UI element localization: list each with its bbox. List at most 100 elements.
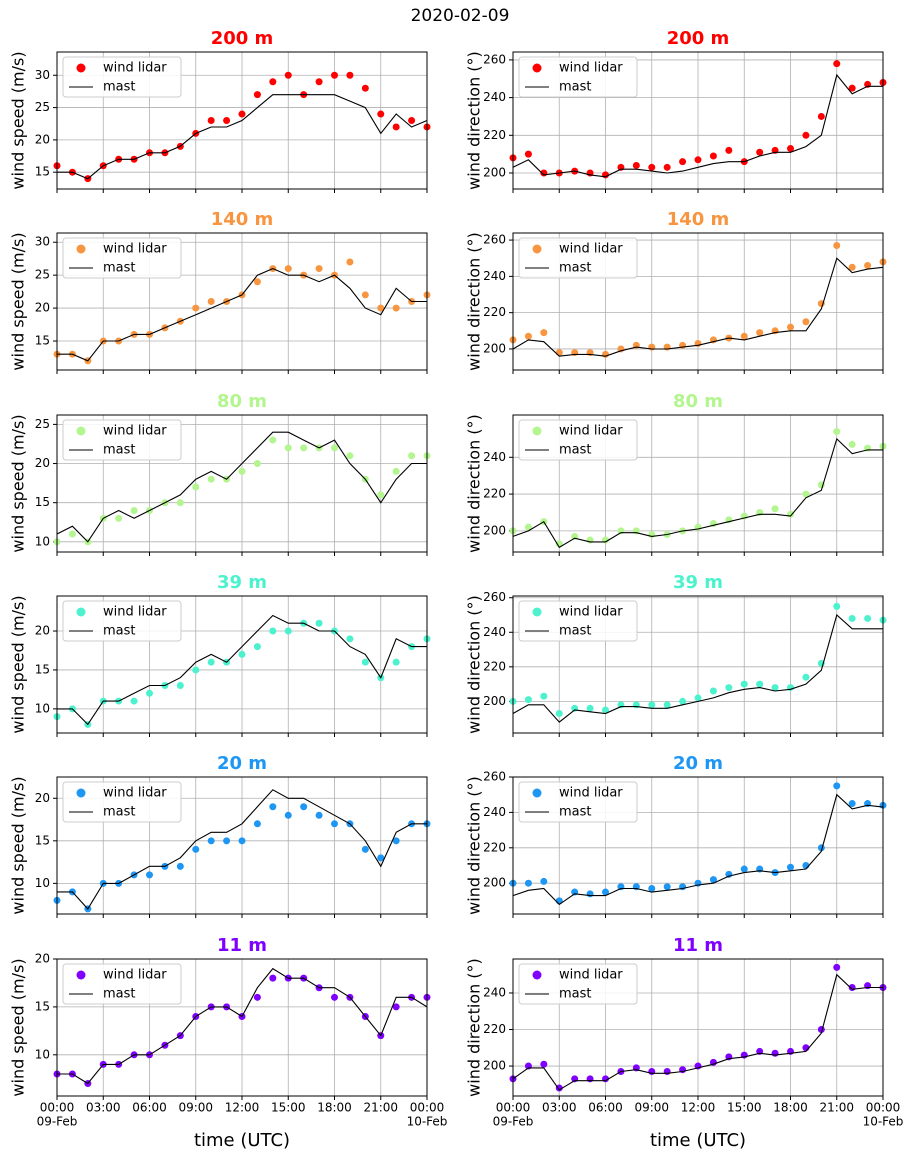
x-tick-label: 06:00: [588, 1101, 623, 1115]
lidar-point: [331, 993, 338, 1001]
mast-line: [512, 73, 883, 178]
lidar-point: [848, 800, 856, 808]
lidar-point: [346, 71, 354, 79]
lidar-point: [315, 78, 323, 86]
lidar-point: [361, 291, 369, 299]
lidar-point: [284, 265, 292, 273]
x-tick-label: 09:00: [178, 1101, 213, 1115]
lidar-point: [524, 696, 532, 704]
y-tick-label: 20: [35, 132, 50, 146]
mast-line: [57, 967, 428, 1085]
y-tick-label: 240: [483, 450, 506, 464]
lidar-point: [586, 890, 594, 898]
lidar-point: [848, 84, 856, 92]
legend-marker: [76, 788, 86, 798]
plot-frame: [56, 958, 428, 1097]
lidar-point: [361, 84, 369, 92]
lidar-point: [253, 643, 261, 651]
y-tick-label: 200: [483, 1059, 506, 1073]
lidar-point: [709, 687, 717, 695]
plot-frame: [56, 776, 428, 915]
lidar-point: [392, 304, 400, 312]
y-tick-label: 30: [35, 68, 50, 82]
lidar-point: [540, 1060, 548, 1068]
lidar-point: [115, 514, 123, 522]
plot-frame: [512, 51, 884, 190]
lidar-point: [392, 837, 400, 845]
plot-frame: [512, 958, 884, 1097]
lidar-point: [663, 343, 671, 351]
y-tick-label: 220: [483, 487, 506, 501]
legend-label: wind lidar: [103, 61, 167, 76]
lidar-point: [192, 666, 200, 674]
mast-line: [512, 973, 883, 1091]
y-tick-label: 15: [35, 495, 50, 509]
lidar-point: [238, 467, 246, 475]
y-tick-label: 20: [35, 791, 50, 805]
lidar-point: [740, 865, 748, 873]
y-tick-label: 25: [35, 100, 50, 114]
lidar-point: [648, 531, 656, 539]
y-tick-label: 10: [35, 1047, 50, 1061]
lidar-point: [648, 885, 656, 893]
plot-frame: [56, 232, 428, 371]
legend-label: wind lidar: [559, 242, 623, 257]
lidar-point: [207, 837, 215, 845]
panel-title: 20 m: [217, 753, 267, 774]
plot-frame: [512, 414, 884, 553]
mast-line: [512, 614, 883, 723]
lidar-point: [586, 704, 594, 712]
lidar-point: [540, 877, 548, 885]
lidar-point: [555, 709, 563, 717]
lidar-point: [756, 680, 764, 688]
legend-label: wind lidar: [559, 968, 623, 983]
lidar-point: [663, 701, 671, 709]
x-tick-label: 00:00: [496, 1101, 531, 1115]
x-tick-label: 12:00: [681, 1101, 716, 1115]
y-tick-label: 200: [483, 341, 506, 355]
lidar-point: [284, 811, 292, 819]
lidar-point: [176, 499, 184, 507]
lidar-point: [331, 820, 338, 828]
lidar-point: [756, 148, 764, 156]
legend-label: wind lidar: [103, 968, 167, 983]
lidar-point: [392, 467, 400, 475]
lidar-point: [540, 329, 548, 337]
lidar-point: [740, 332, 748, 340]
lidar-point: [833, 242, 841, 250]
legend-label: mast: [103, 261, 136, 276]
legend-marker: [76, 607, 86, 617]
lidar-point: [817, 112, 825, 120]
lidar-point: [833, 60, 841, 68]
lidar-point: [648, 343, 656, 351]
lidar-point: [192, 304, 200, 312]
x-tick-label: 06:00: [132, 1101, 167, 1115]
lidar-point: [648, 701, 656, 709]
lidar-point: [602, 350, 609, 358]
lidar-point: [802, 318, 810, 326]
panel-title: 200 m: [667, 28, 730, 49]
x-tick-label: 15:00: [727, 1101, 762, 1115]
legend-label: mast: [559, 987, 592, 1002]
mast-line: [57, 614, 427, 726]
panel-title: 39 m: [217, 572, 267, 593]
legend-label: wind lidar: [559, 61, 623, 76]
legend-marker: [532, 607, 542, 617]
lidar-point: [68, 530, 76, 538]
x-tick-label: 18:00: [773, 1101, 808, 1115]
lidar-point: [346, 452, 354, 460]
plot-frame: [56, 51, 428, 190]
lidar-point: [253, 820, 261, 828]
y-tick-label: 20: [35, 952, 50, 966]
lidar-point: [269, 974, 277, 982]
lidar-point: [284, 71, 292, 79]
lidar-point: [238, 837, 246, 845]
y-axis-label: wind direction (°): [465, 958, 484, 1097]
lidar-point: [315, 811, 323, 819]
x-axis-label: time (UTC): [650, 1130, 746, 1151]
legend-label: wind lidar: [103, 424, 167, 439]
lidar-point: [346, 635, 354, 643]
lidar-point: [802, 673, 810, 681]
lidar-point: [331, 444, 338, 452]
